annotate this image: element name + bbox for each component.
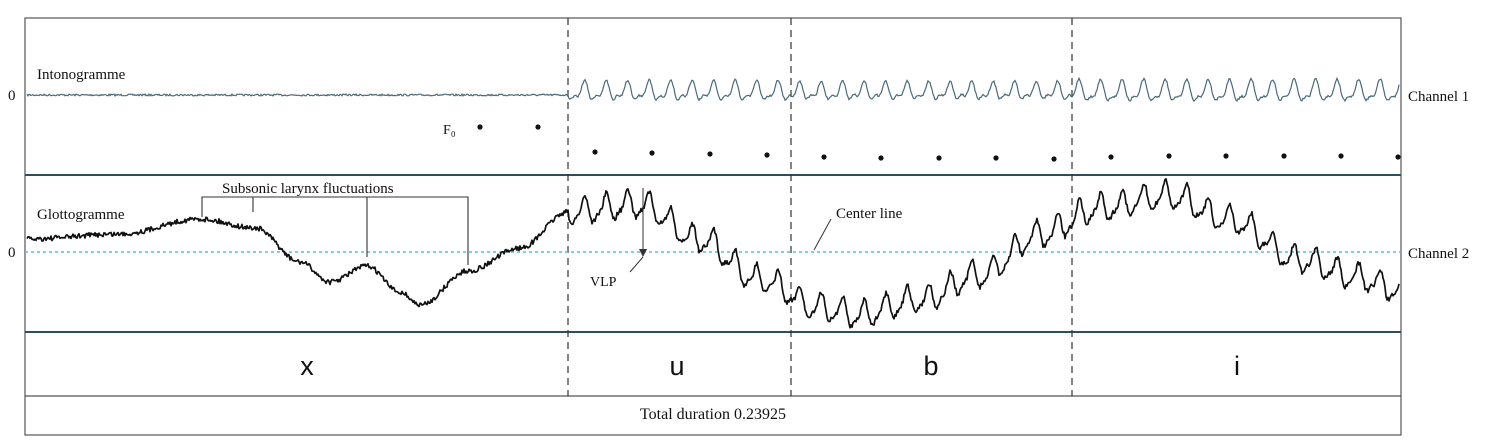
- f0-dots: [477, 124, 1401, 162]
- center-line-pointer: [813, 218, 832, 251]
- f0-dot: [821, 154, 827, 160]
- f0-dot: [592, 149, 598, 155]
- glottogramme-trace: [26, 178, 1400, 329]
- f0-dot: [1395, 154, 1401, 160]
- f0-dot: [1223, 153, 1229, 159]
- intonogramme-trace: [26, 76, 1400, 103]
- bracket-line: [201, 196, 469, 265]
- outer-frame: [24, 17, 1402, 436]
- channel-1-zero-label: 0: [8, 88, 16, 104]
- center-line-label: Center line: [836, 206, 903, 222]
- channel-2-label: Channel 2: [1408, 246, 1469, 262]
- f0-label: F₀: [443, 123, 456, 138]
- f0-dot: [993, 155, 999, 161]
- subsonic-bracket: [201, 196, 469, 265]
- segment-label-i: i: [1234, 351, 1240, 381]
- f0-dot: [649, 150, 655, 156]
- segment-boundaries: [567, 18, 1073, 396]
- f0-dot: [1338, 153, 1344, 159]
- channel-1-label: Channel 1: [1408, 89, 1469, 105]
- f0-dot: [764, 152, 770, 158]
- channel-2-zero-label: 0: [8, 245, 16, 261]
- f0-dot: [707, 151, 713, 157]
- subsonic-label: Subsonic larynx fluctuations: [222, 181, 394, 197]
- vlp-pointer-2: [629, 256, 644, 273]
- segment-label-b: b: [923, 351, 938, 381]
- vlp-arrow-icon: [639, 249, 647, 257]
- f0-dot: [1166, 153, 1172, 159]
- total-duration: Total duration 0.23925: [640, 406, 786, 423]
- f0-dot: [1281, 153, 1287, 159]
- f0-dot: [535, 124, 541, 130]
- f0-dot: [878, 155, 884, 161]
- f0-dot: [1051, 156, 1057, 162]
- panel-frames: [24, 17, 1402, 436]
- segment-label-x: x: [300, 351, 314, 381]
- f0-dot: [1108, 154, 1114, 160]
- vlp-label: VLP: [590, 275, 617, 290]
- segment-label-u: u: [669, 351, 684, 381]
- f0-dot: [936, 155, 942, 161]
- glottogramme-label: Glottogramme: [37, 207, 125, 223]
- intonogramme-label: Intonogramme: [37, 67, 126, 83]
- f0-dot: [477, 124, 483, 130]
